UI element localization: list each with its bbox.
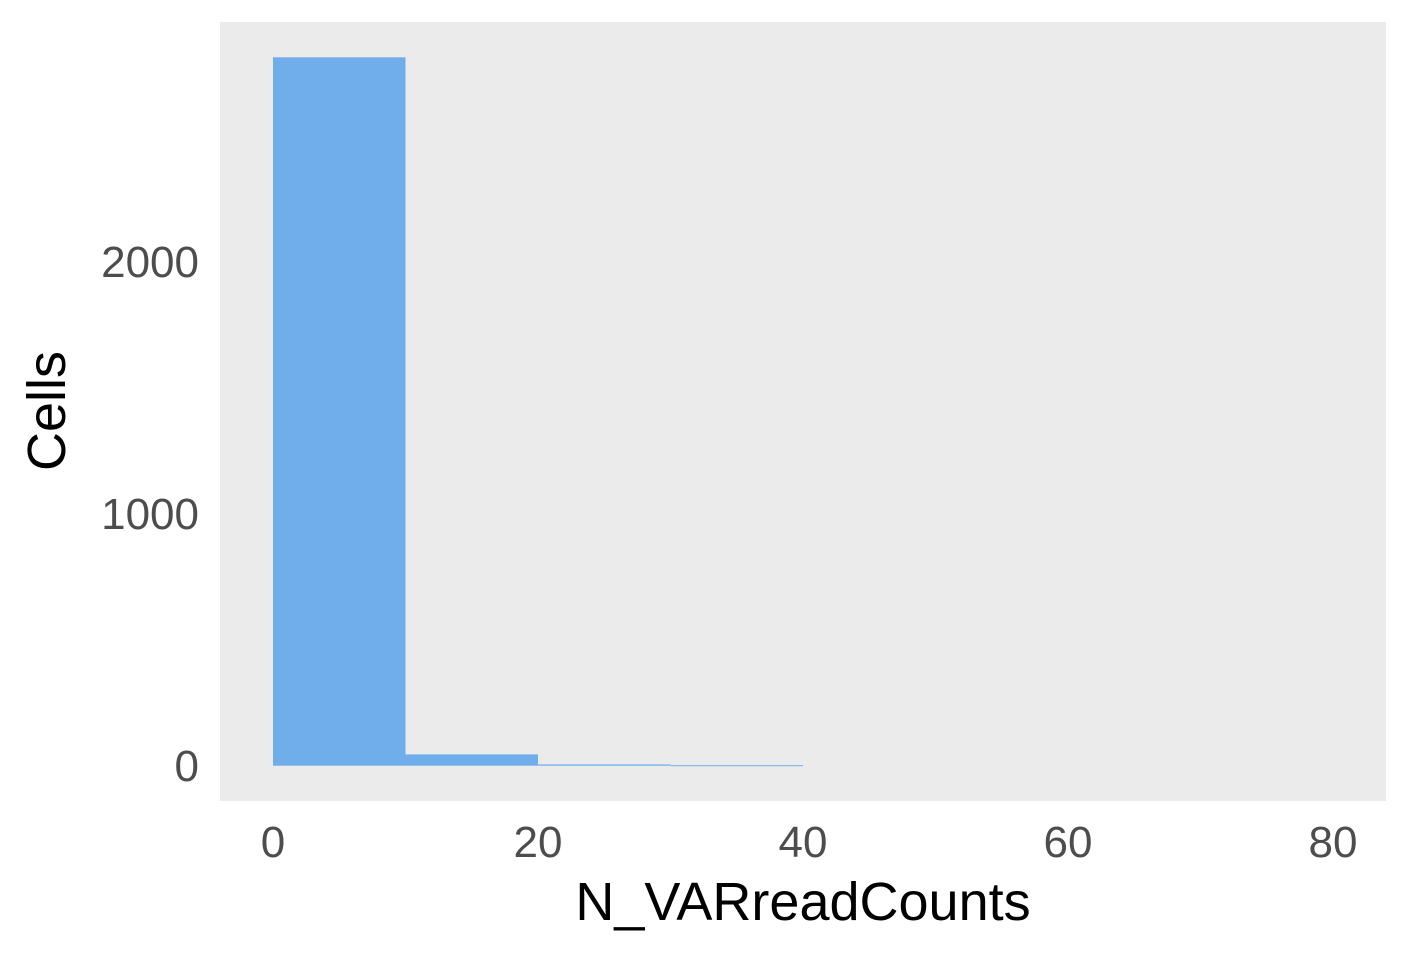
x-tick-label: 60	[1044, 818, 1093, 867]
x-axis-ticks: 0 20 40 60 80	[261, 818, 1358, 867]
x-tick-label: 0	[261, 818, 285, 867]
x-tick-label: 80	[1309, 818, 1358, 867]
x-axis-title: N_VARreadCounts	[575, 872, 1030, 932]
histogram-bar	[273, 57, 406, 766]
histogram-bar	[670, 765, 803, 767]
y-tick-label: 0	[175, 742, 199, 791]
y-tick-label: 1000	[101, 490, 199, 539]
x-tick-label: 20	[514, 818, 563, 867]
x-tick-label: 40	[779, 818, 828, 867]
y-tick-label: 2000	[101, 238, 199, 287]
histogram-bar	[538, 764, 671, 766]
bars-group	[273, 57, 803, 767]
y-axis-title: Cells	[17, 351, 77, 471]
plot-panel	[220, 22, 1386, 801]
y-axis-ticks: 0 1000 2000	[101, 238, 199, 791]
histogram-bar	[405, 754, 538, 766]
